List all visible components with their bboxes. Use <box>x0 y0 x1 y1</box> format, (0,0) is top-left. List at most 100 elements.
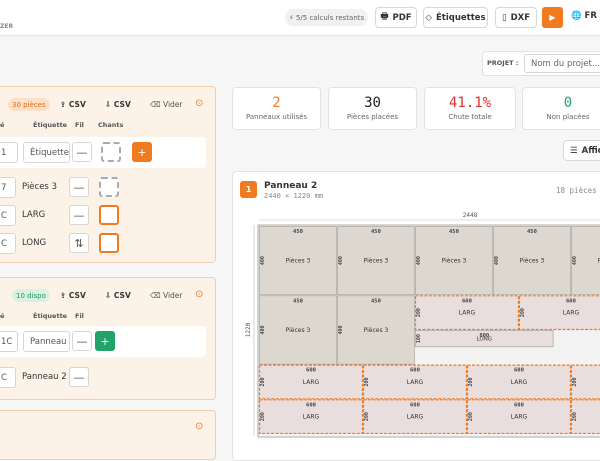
piece-label: LARG <box>459 310 476 317</box>
piece-width: 600 <box>514 402 524 408</box>
col: Fil <box>75 312 84 320</box>
qty[interactable]: 7 <box>0 177 16 198</box>
labels-button[interactable]: ◇ Étiquettes <box>423 7 488 28</box>
edges[interactable] <box>99 177 119 197</box>
dxf-button[interactable]: ▯ DXF <box>495 7 537 28</box>
stat-value: 2 <box>272 95 281 111</box>
piece-label: LARG <box>303 414 320 421</box>
qty[interactable]: C <box>0 205 16 226</box>
project-input[interactable]: Nom du projet... <box>524 54 600 73</box>
label: PDF <box>392 12 412 23</box>
lang[interactable]: 🌐 FR <box>571 11 597 21</box>
t: CSV <box>113 100 131 109</box>
label-input[interactable]: Panneau <box>23 331 70 352</box>
piece-label: Pièces 3 <box>286 258 311 265</box>
t: CSV <box>113 291 131 300</box>
collapse[interactable]: ⊙ <box>195 289 204 300</box>
import[interactable]: ⇪ CSV <box>60 100 86 109</box>
qty[interactable]: 1 <box>0 142 18 163</box>
label: Étiquettes <box>435 12 486 23</box>
app: ZER ⚡ 5/5 calculs restants 🖶 PDF ◇ Étiqu… <box>0 7 600 461</box>
board: 2448 1220 Pièces 3 450 400 Pièces 3 450 400 Pi… <box>245 212 600 438</box>
row-label: LARG <box>22 210 46 220</box>
piece-width: 600 <box>462 298 472 304</box>
col: Chants <box>98 121 124 129</box>
badge: 30 pièces <box>8 98 50 111</box>
qty[interactable]: C <box>0 233 16 254</box>
piece <box>258 399 364 435</box>
piece <box>337 226 415 296</box>
export[interactable]: ⇩ CSV <box>105 291 131 300</box>
import[interactable]: ⇪ CSV <box>60 291 86 300</box>
add[interactable]: + <box>132 142 152 162</box>
piece-height: 200 <box>364 377 370 386</box>
pdf-button[interactable]: 🖶 PDF <box>375 7 417 28</box>
piece <box>571 226 600 296</box>
view-button[interactable]: ☰ Affic <box>563 140 600 161</box>
row-label: Pièces 3 <box>22 182 57 192</box>
panel-index: 1 <box>240 181 257 198</box>
edges[interactable] <box>99 233 119 253</box>
col: é <box>0 312 5 320</box>
piece-label: Pièces 3 <box>364 327 389 334</box>
grain[interactable]: — <box>72 331 92 351</box>
clear[interactable]: ⌫ Vider <box>150 291 183 300</box>
piece <box>337 295 415 365</box>
badge: 10 dispo <box>12 289 50 302</box>
stat-label: Chute totale <box>448 113 492 121</box>
label-input[interactable]: Étiquette <box>23 142 70 163</box>
piece <box>258 364 364 400</box>
piece-label: Pièces 3 <box>442 258 467 265</box>
qty[interactable]: 1C <box>0 331 18 352</box>
piece-width: 450 <box>293 298 303 304</box>
card <box>0 410 216 460</box>
grain[interactable]: — <box>72 142 92 162</box>
qty[interactable]: C <box>0 367 16 388</box>
piece <box>415 330 554 348</box>
piece-width: 800 <box>479 333 489 339</box>
col: Fil <box>75 121 84 129</box>
piece-width: 600 <box>306 368 316 374</box>
piece <box>570 364 600 400</box>
grain[interactable]: — <box>69 177 89 197</box>
grain[interactable]: — <box>69 367 89 387</box>
t: Affic <box>581 145 600 156</box>
piece-height: 200 <box>364 412 370 421</box>
export[interactable]: ⇩ CSV <box>105 100 131 109</box>
credits-text: ⚡ 5/5 calculs restants <box>288 13 365 22</box>
piece-width: 450 <box>527 229 537 235</box>
piece-height: 200 <box>416 308 422 317</box>
piece-width: 600 <box>410 402 420 408</box>
piece-width: 450 <box>449 229 459 235</box>
piece <box>259 226 337 296</box>
edges[interactable] <box>99 205 119 225</box>
piece-height: 200 <box>520 308 526 317</box>
clear[interactable]: ⌫ Vider <box>150 100 183 109</box>
run-button[interactable]: ▶ <box>542 7 563 28</box>
col: é <box>0 121 5 129</box>
piece-height: 400 <box>416 256 422 265</box>
piece <box>466 364 572 400</box>
piece-width: 450 <box>293 229 303 235</box>
col: Étiquette <box>33 312 68 320</box>
collapse[interactable]: ⊙ <box>195 421 204 432</box>
piece <box>570 399 600 435</box>
project-label: PROJET : <box>487 59 519 67</box>
piece-label: LARG <box>563 310 580 317</box>
add[interactable]: + <box>95 331 115 351</box>
row-label: LONG <box>22 238 47 248</box>
collapse[interactable]: ⊙ <box>195 98 204 109</box>
stat-label: Panneaux utilisés <box>245 113 308 121</box>
col: Étiquette <box>33 121 68 129</box>
stat-label: Non placées <box>546 113 590 121</box>
piece <box>362 364 468 400</box>
piece-width: 600 <box>514 368 524 374</box>
grain[interactable]: — <box>69 205 89 225</box>
piece-height: 400 <box>260 325 266 334</box>
width-label: 2448 <box>463 212 478 219</box>
piece-height: 200 <box>468 412 474 421</box>
piece-label: LARG <box>303 379 320 386</box>
piece-height: 400 <box>338 325 344 334</box>
edges[interactable] <box>101 142 121 162</box>
grain[interactable]: ⇅ <box>69 233 89 253</box>
